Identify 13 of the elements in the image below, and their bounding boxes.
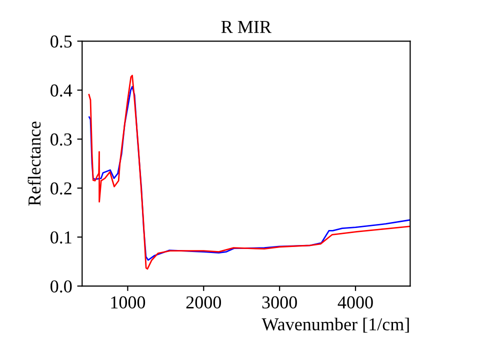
chart-title: R MIR (221, 21, 272, 33)
x-tick-label: 3000 (262, 296, 297, 308)
x-tick-label: 4000 (338, 296, 373, 308)
y-tick-label: 0.0 (50, 280, 72, 293)
x-tick-label: 2000 (186, 296, 221, 308)
y-tick-label: 0.5 (50, 35, 72, 48)
y-tick-label: 0.1 (50, 231, 72, 244)
x-tick-label: 1000 (111, 296, 146, 308)
y-axis-title: Reflectance (28, 122, 41, 206)
x-axis-title: Wavenumber [1/cm] (262, 318, 409, 333)
y-tick-label: 0.2 (50, 182, 72, 195)
y-tick-label: 0.4 (50, 84, 72, 97)
y-tick-label: 0.3 (50, 133, 72, 146)
